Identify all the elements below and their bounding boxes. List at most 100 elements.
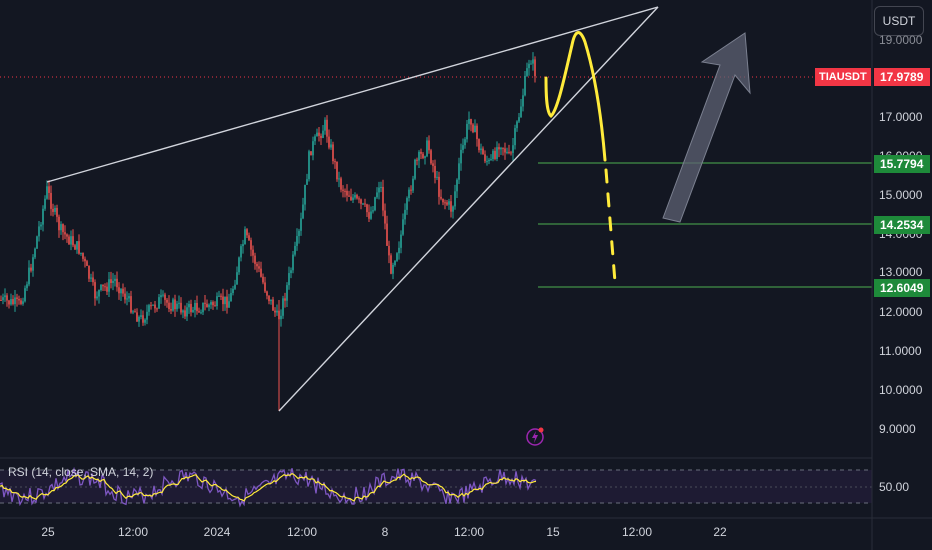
time-label: 12:00 — [453, 525, 485, 539]
candle-body — [424, 156, 426, 158]
candle-body — [110, 279, 112, 283]
candle-body — [112, 280, 114, 283]
candle-body — [280, 315, 282, 320]
time-label: 15 — [546, 525, 560, 539]
candle-body — [168, 302, 170, 310]
rsi-axis-label: 50.00 — [879, 480, 910, 494]
rsi-indicator-label[interactable]: RSI (14, close, SMA, 14, 2) — [8, 465, 154, 479]
candle-body — [124, 293, 126, 300]
projection-path[interactable] — [544, 31, 607, 162]
candle-body — [228, 301, 230, 308]
candle-body — [4, 295, 6, 298]
candle-body — [24, 288, 26, 302]
candle-body — [446, 202, 448, 205]
candle-body — [136, 312, 138, 322]
candle-body — [320, 135, 322, 138]
candle-body — [502, 147, 504, 149]
candle-body — [264, 282, 266, 292]
candle-body — [364, 203, 366, 205]
price-label: 10.0000 — [879, 383, 923, 397]
projection-dashed[interactable] — [604, 168, 617, 284]
candle-body — [48, 186, 50, 193]
candle-body — [490, 159, 492, 161]
candle-body — [14, 297, 16, 305]
candle-body — [354, 195, 356, 198]
time-label: 2024 — [203, 525, 231, 539]
price-label: 17.0000 — [879, 110, 923, 124]
candle-body — [460, 149, 462, 164]
candle-body — [108, 279, 110, 292]
lightning-icon[interactable] — [525, 426, 545, 446]
candle-body — [220, 295, 222, 297]
candle-body — [190, 303, 192, 313]
candle-body — [322, 130, 324, 138]
candle-body — [348, 195, 350, 197]
candle-body — [128, 296, 130, 299]
candle-body — [406, 198, 408, 210]
currency-button[interactable]: USDT — [874, 6, 924, 36]
candle-body — [146, 311, 148, 320]
candle-body — [512, 145, 514, 153]
candle-body — [338, 178, 340, 180]
up-arrow-icon[interactable] — [662, 32, 751, 223]
candle-body — [140, 315, 142, 317]
candle-body — [118, 287, 120, 294]
candle-body — [68, 236, 70, 245]
candle-body — [358, 198, 360, 200]
candle-body — [54, 207, 56, 212]
rsi-line — [0, 466, 537, 508]
candle-body — [408, 189, 410, 199]
candle-body — [230, 293, 232, 302]
candle-body — [372, 210, 374, 212]
candle-body — [378, 187, 380, 193]
candle-body — [210, 302, 212, 305]
candle-body — [156, 308, 158, 310]
candle-body — [370, 211, 372, 219]
candle-body — [524, 75, 526, 96]
candle-body — [520, 106, 522, 118]
wedge-lower-line[interactable] — [278, 6, 659, 412]
candle-body — [232, 288, 234, 294]
candle-body — [34, 248, 36, 258]
candle-body — [126, 298, 128, 300]
candle-body — [234, 284, 236, 289]
candle-body — [18, 298, 20, 301]
wedge-upper-line[interactable] — [46, 6, 659, 183]
candle-body — [450, 201, 452, 212]
candle-body — [528, 63, 530, 69]
symbol-tag[interactable]: TIAUSDT — [815, 68, 871, 86]
candle-body — [438, 176, 440, 197]
candle-body — [398, 247, 400, 254]
candle-body — [300, 218, 302, 231]
candle-body — [284, 298, 286, 301]
candle-body — [312, 141, 314, 156]
candle-body — [138, 316, 140, 322]
candle-body — [410, 189, 412, 191]
candle-body — [296, 236, 298, 246]
candle-body — [266, 291, 268, 296]
candle-body — [144, 319, 146, 323]
candle-body — [486, 161, 488, 163]
candle-body — [82, 252, 84, 259]
current-price-tag: 17.9789 — [874, 68, 930, 86]
candle-body — [368, 212, 370, 219]
candle-body — [176, 303, 178, 310]
candle-body — [336, 161, 338, 180]
candle-body — [514, 128, 516, 146]
candle-body — [174, 299, 176, 310]
candle-body — [530, 63, 532, 65]
candle-body — [432, 163, 434, 166]
candle-body — [150, 305, 152, 307]
candle-body — [388, 245, 390, 256]
candle-body — [16, 297, 18, 299]
candle-body — [394, 260, 396, 266]
candle-body — [430, 150, 432, 164]
candle-body — [172, 299, 174, 311]
candle-body — [260, 268, 262, 277]
candle-body — [216, 296, 218, 307]
price-label: 15.0000 — [879, 188, 923, 202]
candle-body — [488, 159, 490, 162]
candle-body — [188, 303, 190, 308]
candle-body — [56, 207, 58, 217]
